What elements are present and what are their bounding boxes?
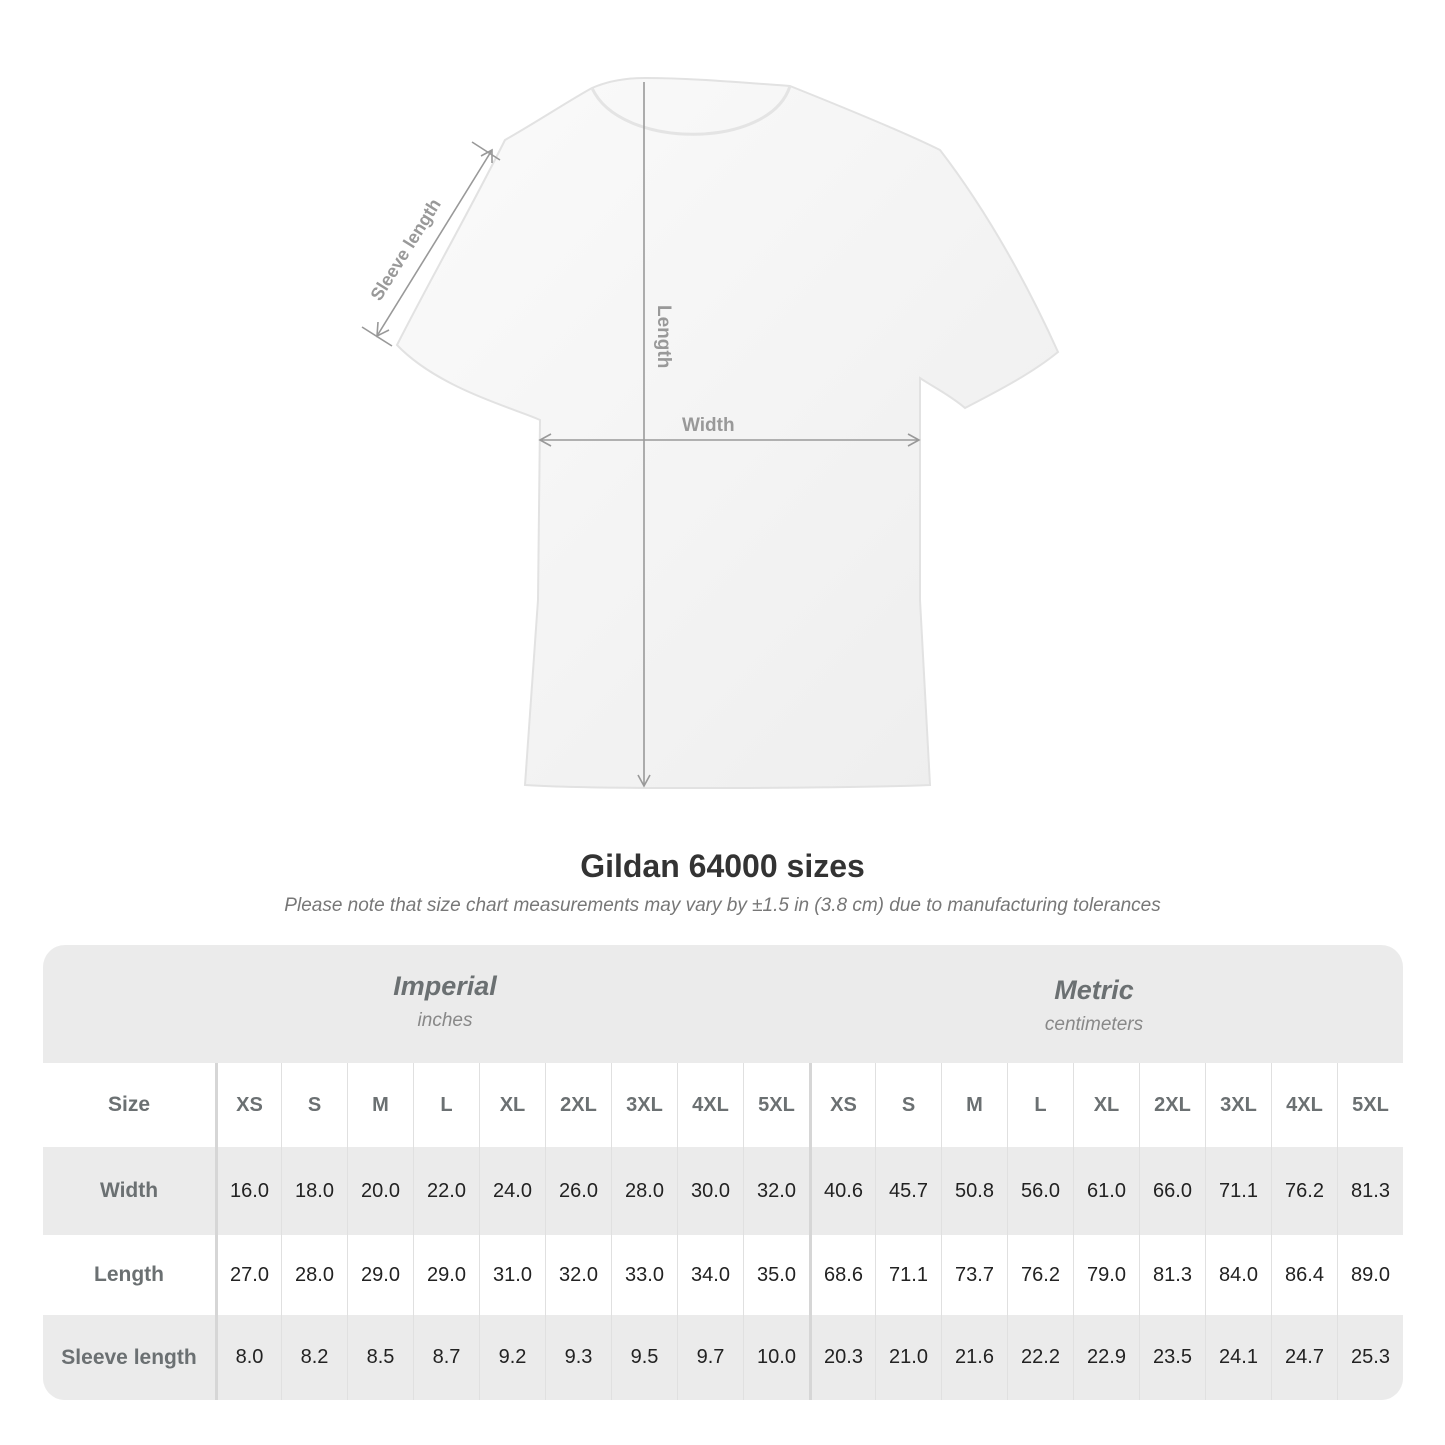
cell-value: 66.0 bbox=[1139, 1147, 1205, 1235]
size-header: Size bbox=[107, 1093, 151, 1116]
metric-title: Metric bbox=[1054, 975, 1134, 1005]
cell-value: 71.1 bbox=[1205, 1147, 1271, 1235]
cell-value: 16.0 bbox=[215, 1147, 281, 1235]
cell-value: 81.3 bbox=[1139, 1235, 1205, 1315]
size-metric-m: M bbox=[941, 1063, 1007, 1147]
size-imperial-2xl: 2XL bbox=[545, 1063, 611, 1147]
metric-unit: centimeters bbox=[1044, 1014, 1144, 1035]
cell-value: 23.5 bbox=[1139, 1315, 1205, 1400]
cell-value: 24.0 bbox=[479, 1147, 545, 1235]
width-label: Width bbox=[682, 415, 735, 436]
size-metric-xs: XS bbox=[809, 1063, 875, 1147]
cell-value: 8.2 bbox=[281, 1315, 347, 1400]
cell-value: 9.5 bbox=[611, 1315, 677, 1400]
cell-value: 68.6 bbox=[809, 1235, 875, 1315]
size-imperial-xs: XS bbox=[215, 1063, 281, 1147]
size-metric-2xl: 2XL bbox=[1139, 1063, 1205, 1147]
cell-value: 84.0 bbox=[1205, 1235, 1271, 1315]
measure-lines bbox=[361, 82, 921, 788]
size-metric-3xl: 3XL bbox=[1205, 1063, 1271, 1147]
cell-value: 32.0 bbox=[743, 1147, 809, 1235]
imperial-header: Imperial inches bbox=[215, 945, 675, 1063]
metric-header: Metric centimeters bbox=[809, 949, 1379, 1067]
cell-value: 32.0 bbox=[545, 1235, 611, 1315]
cell-value: 27.0 bbox=[215, 1235, 281, 1315]
cell-value: 9.3 bbox=[545, 1315, 611, 1400]
cell-value: 76.2 bbox=[1271, 1147, 1337, 1235]
cell-value: 81.3 bbox=[1337, 1147, 1403, 1235]
cell-value: 29.0 bbox=[413, 1235, 479, 1315]
table-row: Width 16.0 18.0 20.0 22.0 24.0 26.0 28.0 30.0 32.… bbox=[43, 1147, 1403, 1235]
cell-value: 86.4 bbox=[1271, 1235, 1337, 1315]
cell-value: 40.6 bbox=[809, 1147, 875, 1235]
cell-value: 76.2 bbox=[1007, 1235, 1073, 1315]
length-label: Length bbox=[653, 305, 674, 368]
row-label: Sleeve length bbox=[61, 1345, 197, 1369]
cell-value: 89.0 bbox=[1337, 1235, 1403, 1315]
cell-value: 34.0 bbox=[677, 1235, 743, 1315]
cell-value: 26.0 bbox=[545, 1147, 611, 1235]
cell-value: 71.1 bbox=[875, 1235, 941, 1315]
imperial-unit: inches bbox=[417, 1010, 473, 1031]
size-imperial-4xl: 4XL bbox=[677, 1063, 743, 1147]
cell-value: 30.0 bbox=[677, 1147, 743, 1235]
cell-value: 21.0 bbox=[875, 1315, 941, 1400]
cell-value: 56.0 bbox=[1007, 1147, 1073, 1235]
cell-value: 22.0 bbox=[413, 1147, 479, 1235]
size-header-row: Size XS S M L XL 2XL 3XL 4XL 5XL XS S M L XL 2XL 3XL 4XL 5… bbox=[43, 1063, 1403, 1147]
cell-value: 22.2 bbox=[1007, 1315, 1073, 1400]
cell-value: 9.2 bbox=[479, 1315, 545, 1400]
table-row: Length 27.0 28.0 29.0 29.0 31.0 32.0 33.0 34.0 35… bbox=[43, 1235, 1403, 1315]
row-label: Width bbox=[99, 1179, 159, 1202]
cell-value: 35.0 bbox=[743, 1235, 809, 1315]
collar bbox=[590, 85, 792, 136]
cell-value: 8.5 bbox=[347, 1315, 413, 1400]
cell-value: 33.0 bbox=[611, 1235, 677, 1315]
size-imperial-l: L bbox=[413, 1063, 479, 1147]
size-metric-l: L bbox=[1007, 1063, 1073, 1147]
size-metric-s: S bbox=[875, 1063, 941, 1147]
tshirt-diagram: Sleeve length Length Width bbox=[361, 76, 1060, 790]
imperial-title: Imperial bbox=[393, 971, 497, 1001]
cell-value: 10.0 bbox=[743, 1315, 809, 1400]
cell-value: 8.0 bbox=[215, 1315, 281, 1400]
cell-value: 79.0 bbox=[1073, 1235, 1139, 1315]
cell-value: 9.7 bbox=[677, 1315, 743, 1400]
size-imperial-3xl: 3XL bbox=[611, 1063, 677, 1147]
tolerance-note: Please note that size chart measurements… bbox=[284, 895, 1161, 916]
cell-value: 20.0 bbox=[347, 1147, 413, 1235]
size-metric-xl: XL bbox=[1073, 1063, 1139, 1147]
size-table: Imperial inches Metric centimeters Size X… bbox=[43, 945, 1403, 1400]
cell-value: 45.7 bbox=[875, 1147, 941, 1235]
size-imperial-5xl: 5XL bbox=[743, 1063, 809, 1147]
cell-value: 21.6 bbox=[941, 1315, 1007, 1400]
cell-value: 31.0 bbox=[479, 1235, 545, 1315]
cell-value: 8.7 bbox=[413, 1315, 479, 1400]
size-metric-5xl: 5XL bbox=[1337, 1063, 1403, 1147]
table-row: Sleeve length 8.0 8.2 8.5 8.7 9.2 9.3 9.5 9.7 10.… bbox=[43, 1315, 1403, 1400]
size-imperial-m: M bbox=[347, 1063, 413, 1147]
cell-value: 61.0 bbox=[1073, 1147, 1139, 1235]
cell-value: 28.0 bbox=[281, 1235, 347, 1315]
cell-value: 73.7 bbox=[941, 1235, 1007, 1315]
size-metric-4xl: 4XL bbox=[1271, 1063, 1337, 1147]
cell-value: 24.1 bbox=[1205, 1315, 1271, 1400]
cell-value: 24.7 bbox=[1271, 1315, 1337, 1400]
cell-value: 18.0 bbox=[281, 1147, 347, 1235]
size-imperial-s: S bbox=[281, 1063, 347, 1147]
cell-value: 50.8 bbox=[941, 1147, 1007, 1235]
size-imperial-xl: XL bbox=[479, 1063, 545, 1147]
page-title: Gildan 64000 sizes bbox=[580, 848, 865, 884]
row-label: Length bbox=[94, 1263, 164, 1286]
cell-value: 22.9 bbox=[1073, 1315, 1139, 1400]
cell-value: 20.3 bbox=[809, 1315, 875, 1400]
cell-value: 25.3 bbox=[1337, 1315, 1403, 1400]
cell-value: 28.0 bbox=[611, 1147, 677, 1235]
cell-value: 29.0 bbox=[347, 1235, 413, 1315]
